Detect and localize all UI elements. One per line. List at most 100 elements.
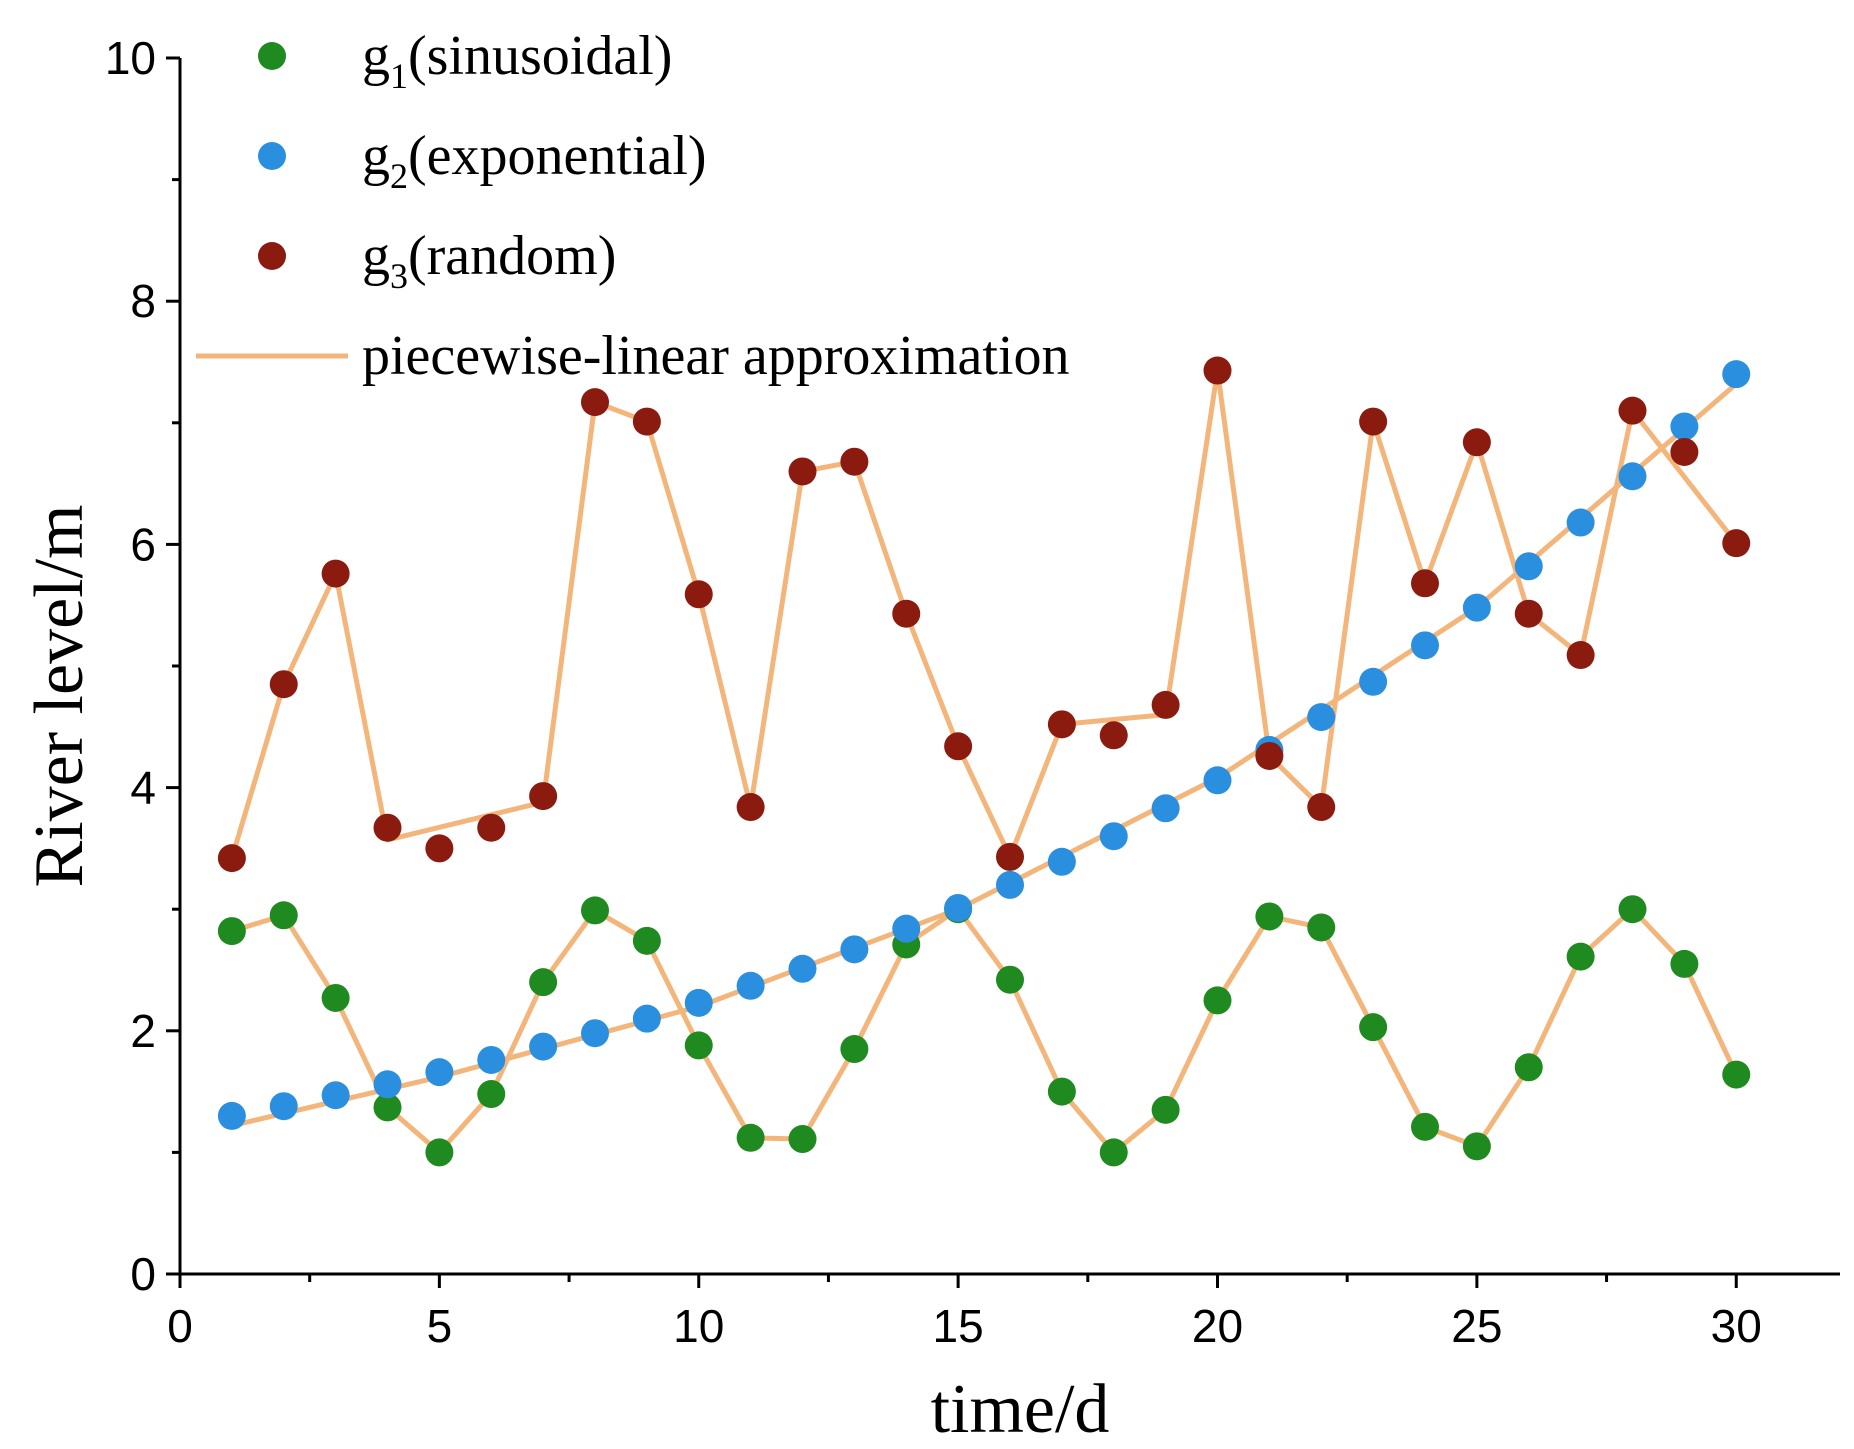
g2-point [321,1081,350,1110]
legend-g1-marker [258,42,286,70]
g1-point [996,965,1024,994]
g3-point [736,793,765,822]
g1-point [425,1138,454,1167]
g3-point [788,457,817,486]
g2-point [1411,631,1439,660]
g2-point [1566,508,1595,537]
g1-point [1462,1132,1491,1161]
g3-point [1099,721,1128,750]
g2-point [1722,360,1751,389]
g3-point [892,599,921,628]
g1-point [1099,1138,1128,1167]
g2-point [1359,667,1388,696]
g1-point [1255,902,1284,931]
g2-point [425,1058,454,1087]
g1-point [373,1093,402,1122]
g3-point [632,407,661,436]
legend-g1-label: g1(sinusoidal) [362,25,672,96]
g3-point [477,813,506,842]
g1-point [1566,942,1595,971]
x-tick-label: 30 [1711,1300,1762,1352]
approximation-lines [229,368,1739,1155]
g3-point [1514,599,1543,628]
g3-point [425,834,454,863]
g3-point [1670,437,1699,466]
g3-point [1618,396,1647,425]
g3-point [1359,407,1388,436]
g3-point [1255,741,1284,770]
y-axis-title: River level/m [21,505,98,888]
g2-point [1203,766,1232,795]
g3-point [581,388,609,417]
x-tick-label: 5 [427,1300,453,1352]
g2-point [788,954,817,983]
x-tick-label: 15 [933,1300,984,1352]
g2-point [477,1045,506,1074]
g2-point [944,893,973,922]
g2-point [1618,462,1647,491]
approximation-line [229,368,1739,861]
g2-point [736,971,765,1000]
g2-point [996,870,1024,899]
g2-point [269,1092,298,1121]
g1-point [788,1125,817,1154]
legend-g3-label: g3(random) [362,225,616,296]
legend-g3-marker [258,242,286,270]
g2-point [217,1101,246,1130]
x-tick-label: 0 [167,1300,193,1352]
legend-approximation-label: piecewise-linear approximation [362,325,1070,387]
g2-point [1462,593,1491,622]
g1-point [1203,986,1232,1015]
g1-point [217,917,246,946]
g3-point [1151,690,1180,719]
g3-point [944,732,973,761]
g3-point [1047,710,1076,739]
g2-point [581,1019,609,1048]
g2-point [1151,794,1180,823]
g3-point [840,447,869,476]
x-axis-title: time/d [931,1371,1110,1448]
g1-point [1670,949,1699,978]
g3-point [321,559,350,588]
g2-point [373,1070,402,1099]
g2-point [632,1004,661,1033]
legend-g2-label: g2(exponential) [362,125,707,196]
g1-point [1411,1112,1439,1141]
g1-point [321,983,350,1012]
y-tick-label: 10 [105,32,156,84]
g3-point [684,580,713,609]
g1-point [1722,1060,1751,1089]
g1-point [840,1035,869,1064]
g2-point [1047,847,1076,876]
y-tick-label: 8 [130,275,156,327]
g1-point [269,901,298,930]
approximation-line [229,381,1739,1129]
y-tick-label: 4 [130,762,156,814]
g3-point [1566,641,1595,670]
g2-point [892,914,921,943]
g1-point [1618,895,1647,924]
g2-point [840,935,869,964]
x-tick-label: 25 [1451,1300,1502,1352]
g1-point [684,1031,713,1060]
g1-point [1514,1053,1543,1082]
g3-point [529,782,558,811]
g2-point [529,1032,558,1061]
g2-point [1514,552,1543,581]
g3-point [269,670,298,699]
g2-point [684,988,713,1017]
y-tick-label: 2 [130,1005,156,1057]
g2-point [1307,703,1336,732]
g3-point [996,842,1024,871]
g1-point [632,926,661,955]
g1-point [736,1123,765,1152]
y-tick-label: 6 [130,518,156,570]
g1-point [581,896,609,925]
y-tick-label: 0 [130,1248,156,1300]
g3-point [1462,428,1491,457]
g3-point [373,813,402,842]
g3-point [1411,569,1439,598]
g1-point [477,1080,506,1109]
x-tick-label: 20 [1192,1300,1243,1352]
